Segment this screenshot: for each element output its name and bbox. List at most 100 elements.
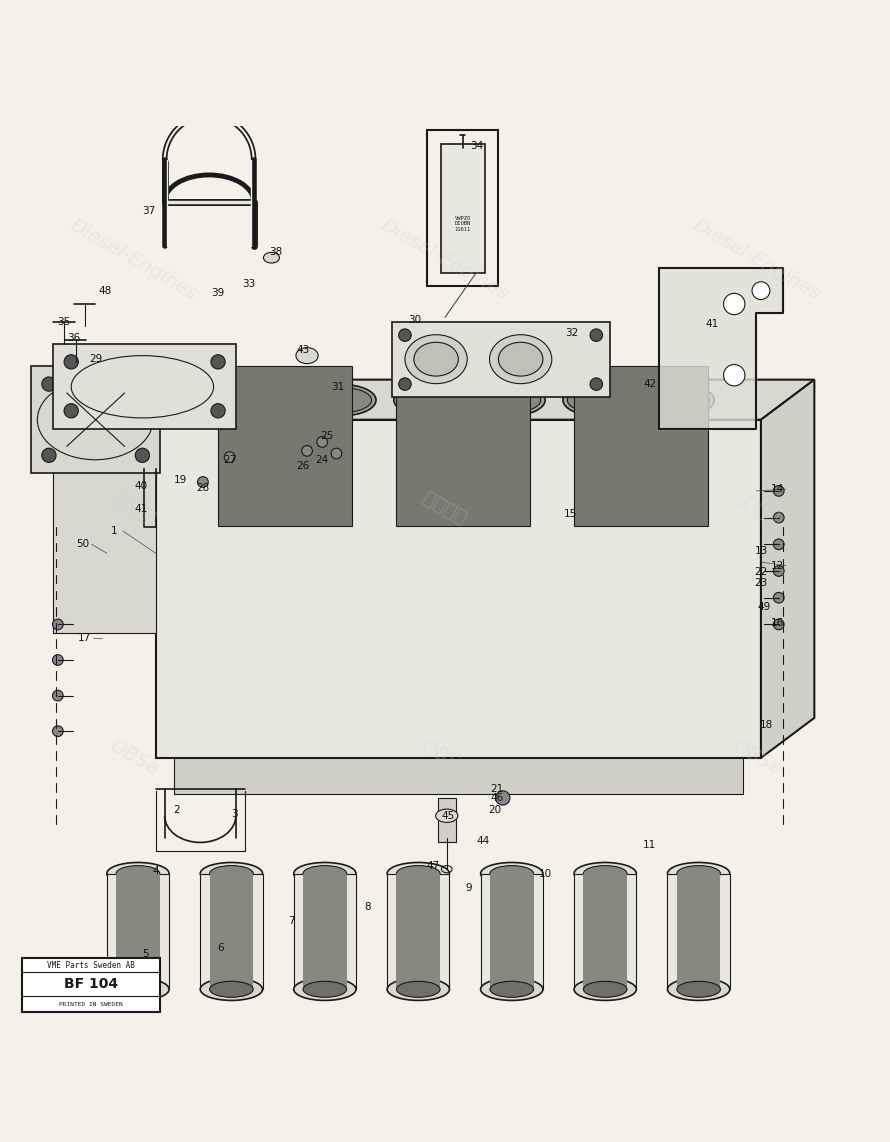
Circle shape — [724, 293, 745, 315]
Circle shape — [773, 593, 784, 603]
Text: 16: 16 — [771, 618, 783, 628]
Ellipse shape — [393, 385, 461, 416]
Text: 12: 12 — [771, 561, 783, 571]
Text: 18: 18 — [760, 719, 773, 730]
Ellipse shape — [436, 809, 458, 822]
Ellipse shape — [263, 252, 279, 263]
Ellipse shape — [294, 862, 356, 885]
Text: OBSe: OBSe — [106, 737, 161, 779]
Bar — [574, 367, 708, 526]
Polygon shape — [659, 268, 783, 428]
Text: 28: 28 — [197, 483, 209, 493]
Ellipse shape — [387, 979, 449, 1000]
Text: 36: 36 — [68, 332, 80, 343]
Text: OBSe: OBSe — [729, 737, 784, 779]
Bar — [107, 874, 169, 989]
Ellipse shape — [107, 979, 169, 1000]
Bar — [210, 874, 254, 989]
Text: 45: 45 — [441, 811, 454, 821]
Bar — [584, 874, 627, 989]
Circle shape — [53, 654, 63, 666]
Text: VME Parts Sweden AB: VME Parts Sweden AB — [47, 960, 135, 970]
Circle shape — [331, 448, 342, 459]
Ellipse shape — [116, 981, 160, 997]
Bar — [53, 437, 156, 634]
Text: 19: 19 — [174, 475, 187, 485]
Text: 25: 25 — [320, 431, 333, 441]
Circle shape — [399, 329, 411, 341]
Text: 27: 27 — [223, 455, 236, 465]
Circle shape — [135, 448, 150, 463]
Bar — [396, 367, 530, 526]
Circle shape — [64, 355, 78, 369]
Text: 29: 29 — [90, 354, 102, 364]
Text: 49: 49 — [757, 602, 770, 612]
Ellipse shape — [414, 343, 458, 376]
Ellipse shape — [200, 862, 263, 885]
Text: 48: 48 — [99, 286, 111, 296]
Ellipse shape — [116, 866, 160, 882]
Text: 9: 9 — [465, 883, 473, 893]
Circle shape — [42, 448, 56, 463]
Ellipse shape — [677, 981, 721, 997]
Bar — [490, 874, 534, 989]
Circle shape — [399, 378, 411, 391]
Text: 5: 5 — [142, 949, 149, 958]
Bar — [387, 874, 449, 989]
Circle shape — [773, 619, 784, 629]
Circle shape — [135, 377, 150, 392]
Bar — [668, 874, 730, 989]
Text: 38: 38 — [270, 248, 282, 257]
Ellipse shape — [490, 866, 533, 882]
Ellipse shape — [210, 981, 254, 997]
Ellipse shape — [294, 979, 356, 1000]
Text: 47: 47 — [427, 861, 440, 871]
Text: 7: 7 — [288, 916, 295, 926]
Text: 41: 41 — [706, 319, 718, 329]
Circle shape — [302, 445, 312, 456]
Text: 31: 31 — [332, 381, 344, 392]
Ellipse shape — [481, 979, 543, 1000]
Bar — [481, 874, 543, 989]
Ellipse shape — [574, 979, 636, 1000]
Text: PRINTED IN SWEDEN: PRINTED IN SWEDEN — [60, 1002, 123, 1007]
Text: 8: 8 — [364, 901, 371, 911]
Ellipse shape — [229, 387, 287, 412]
Circle shape — [773, 485, 784, 497]
Circle shape — [773, 539, 784, 549]
Ellipse shape — [490, 335, 552, 384]
Circle shape — [53, 619, 63, 629]
Bar — [392, 322, 610, 397]
Bar — [396, 874, 440, 989]
Ellipse shape — [478, 385, 545, 416]
Text: 2: 2 — [173, 804, 180, 814]
Text: 34: 34 — [471, 140, 483, 151]
Bar — [31, 367, 160, 473]
Text: Diesel-Engines: Diesel-Engines — [67, 216, 200, 304]
Circle shape — [42, 377, 56, 392]
Text: 26: 26 — [296, 461, 309, 471]
Circle shape — [438, 809, 452, 823]
Text: 40: 40 — [134, 482, 147, 491]
Text: BF 104: BF 104 — [64, 976, 118, 991]
Ellipse shape — [490, 981, 533, 997]
Ellipse shape — [396, 981, 440, 997]
Ellipse shape — [210, 866, 254, 882]
Text: 14: 14 — [771, 484, 783, 494]
Bar — [677, 874, 721, 989]
Circle shape — [198, 476, 208, 488]
Bar — [438, 798, 456, 843]
Text: 6: 6 — [217, 943, 224, 954]
Text: 50: 50 — [77, 539, 89, 549]
Bar — [441, 144, 485, 273]
Text: 1: 1 — [110, 526, 117, 536]
Ellipse shape — [398, 387, 456, 412]
Ellipse shape — [651, 387, 709, 412]
Bar — [53, 344, 236, 428]
Ellipse shape — [310, 385, 376, 416]
Ellipse shape — [396, 866, 440, 882]
Ellipse shape — [584, 866, 627, 882]
Text: 15: 15 — [564, 509, 577, 520]
Circle shape — [53, 690, 63, 701]
Text: 37: 37 — [142, 206, 155, 216]
